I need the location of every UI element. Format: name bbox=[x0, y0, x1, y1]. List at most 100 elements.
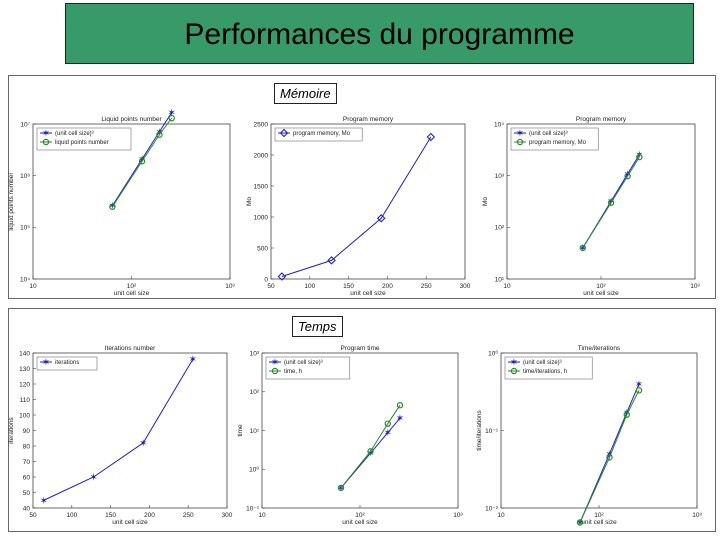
y-tick-label: 140 bbox=[19, 350, 30, 357]
page-title: Performances du programme bbox=[184, 18, 575, 51]
section-label-time: Temps bbox=[292, 316, 343, 337]
data-point: ✶ bbox=[168, 108, 176, 119]
x-tick-label: 10² bbox=[127, 283, 137, 290]
x-tick-label: 10³ bbox=[690, 283, 700, 290]
legend-entry: time/iterations, h bbox=[523, 369, 567, 375]
legend-entry: (unit cell size)³ bbox=[523, 360, 562, 366]
legend-box bbox=[504, 356, 593, 380]
y-tick-label: 10⁴ bbox=[494, 121, 504, 128]
plot-area bbox=[32, 352, 228, 509]
series-line bbox=[111, 112, 173, 206]
legend-marker bbox=[510, 367, 518, 375]
x-tick-label: 250 bbox=[183, 512, 194, 519]
data-point bbox=[384, 420, 391, 427]
x-tick-label: 300 bbox=[222, 512, 233, 519]
y-axis-label: Mo bbox=[246, 197, 253, 206]
legend-marker: ✶ bbox=[516, 129, 524, 140]
legend-box bbox=[36, 127, 132, 151]
x-axis-label: unit cell size bbox=[350, 290, 386, 297]
x-tick-label: 200 bbox=[144, 512, 155, 519]
chart-title: Time/iterations bbox=[578, 345, 621, 352]
data-point: ✶ bbox=[139, 438, 147, 449]
x-tick-label: 10² bbox=[355, 512, 365, 519]
data-point bbox=[636, 153, 643, 161]
data-point: ✶ bbox=[579, 243, 587, 254]
y-tick-label: 110 bbox=[20, 397, 31, 404]
series-line bbox=[579, 383, 640, 523]
data-point bbox=[109, 203, 116, 210]
chart-title: Program memory bbox=[343, 116, 394, 123]
y-tick-label: 10¹ bbox=[495, 276, 505, 283]
y-tick-label: 40 bbox=[23, 505, 31, 512]
x-axis-label: unit cell size bbox=[112, 519, 148, 526]
y-tick-label: 10³ bbox=[495, 173, 505, 180]
x-tick-label: 100 bbox=[66, 512, 77, 519]
x-tick-label: 150 bbox=[105, 512, 116, 519]
legend-marker bbox=[516, 138, 524, 146]
y-tick-label: 10⁻¹ bbox=[246, 505, 260, 512]
x-axis-label: unit cell size bbox=[114, 290, 150, 297]
legend-entry: time, h bbox=[284, 369, 302, 375]
y-tick-label: 10² bbox=[250, 389, 260, 396]
data-point bbox=[376, 213, 386, 223]
y-tick-label: 1000 bbox=[254, 214, 269, 221]
title-banner: Performances du programme bbox=[65, 3, 694, 64]
data-point bbox=[426, 132, 436, 142]
data-point: ✶ bbox=[337, 483, 345, 494]
y-tick-label: 10⁶ bbox=[20, 173, 30, 180]
data-point bbox=[168, 114, 175, 122]
x-axis-label: unit cell size bbox=[342, 519, 378, 526]
chart-title: Program memory bbox=[576, 116, 627, 123]
y-axis-label: time bbox=[237, 424, 244, 437]
y-tick-label: 10¹ bbox=[250, 428, 260, 435]
data-point bbox=[606, 454, 613, 461]
y-tick-label: 60 bbox=[23, 474, 31, 481]
data-point bbox=[138, 158, 146, 165]
data-point bbox=[277, 272, 287, 281]
x-tick-label: 10³ bbox=[453, 512, 463, 519]
data-point: ✶ bbox=[189, 355, 197, 366]
data-point bbox=[579, 244, 586, 252]
x-tick-label: 250 bbox=[421, 283, 432, 290]
x-tick-label: 10 bbox=[503, 283, 511, 290]
y-tick-label: 10⁴ bbox=[20, 276, 30, 283]
data-point bbox=[367, 448, 374, 455]
x-axis-label: unit cell size bbox=[581, 519, 617, 526]
legend-entry: (unit cell size)³ bbox=[55, 131, 94, 137]
x-tick-label: 300 bbox=[460, 283, 471, 290]
legend-marker: ✶ bbox=[42, 358, 50, 369]
x-tick-label: 10 bbox=[258, 512, 266, 519]
legend-entry: program memory, Mo bbox=[529, 140, 587, 146]
y-tick-label: 1500 bbox=[254, 183, 269, 190]
plot-area bbox=[270, 123, 466, 280]
legend-entry: (unit cell size)³ bbox=[284, 360, 323, 366]
y-tick-label: 130 bbox=[19, 366, 30, 373]
series-line bbox=[579, 390, 640, 523]
x-tick-label: 10² bbox=[594, 512, 604, 519]
data-point bbox=[623, 411, 630, 418]
y-tick-label: 120 bbox=[19, 381, 30, 388]
y-axis-label: liquid points number bbox=[8, 172, 15, 231]
y-axis-label: iterations bbox=[8, 417, 15, 444]
series-line bbox=[340, 404, 401, 489]
legend-marker: ✶ bbox=[42, 129, 50, 140]
legend-box bbox=[36, 356, 98, 371]
data-point: ✶ bbox=[89, 473, 97, 484]
section-label-memory: Mémoire bbox=[274, 83, 337, 104]
x-tick-label: 100 bbox=[304, 283, 315, 290]
x-tick-label: 10³ bbox=[225, 283, 235, 290]
data-point bbox=[396, 401, 404, 409]
y-tick-label: 2500 bbox=[254, 121, 269, 128]
x-tick-label: 50 bbox=[267, 283, 275, 290]
y-tick-label: 10⁰ bbox=[488, 349, 498, 357]
y-tick-label: 70 bbox=[23, 459, 31, 466]
x-tick-label: 50 bbox=[29, 512, 37, 519]
legend-marker: ✶ bbox=[510, 358, 518, 369]
data-point bbox=[635, 387, 643, 394]
